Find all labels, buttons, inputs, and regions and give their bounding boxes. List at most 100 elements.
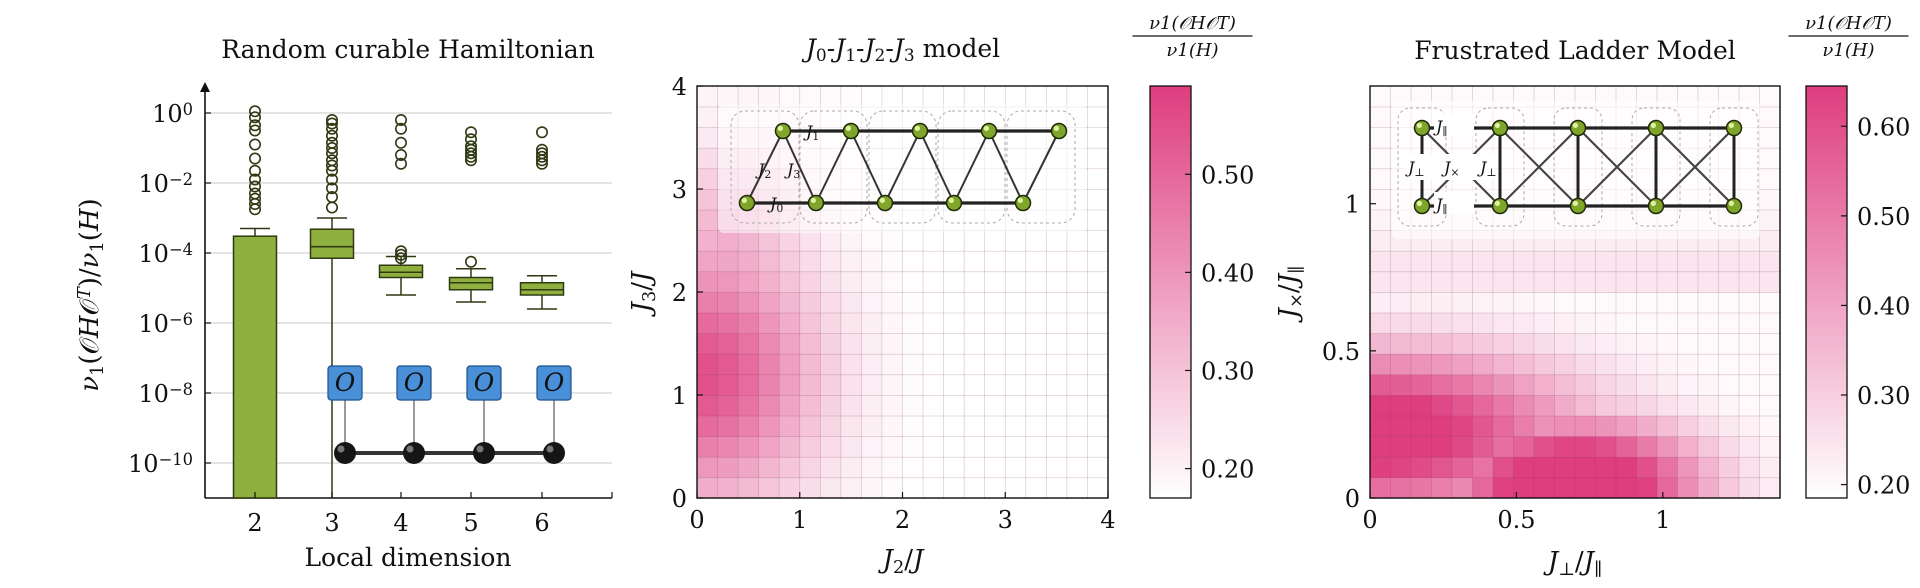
- heatmap-cell: [778, 332, 801, 355]
- heatmap-cell: [1697, 271, 1720, 293]
- inset-ladder: J∥ J⊥ J× J⊥ J∥: [1392, 101, 1760, 239]
- lattice-site: [1569, 119, 1587, 137]
- heatmap-cell: [1656, 312, 1679, 334]
- heatmap-cell: [1492, 435, 1515, 458]
- label-bg: [1434, 114, 1474, 136]
- heatmap-cell: [717, 250, 739, 273]
- heatmap-cell: [1066, 229, 1089, 252]
- heatmap-cell: [943, 415, 965, 437]
- heatmap-cell: [1738, 477, 1761, 499]
- heatmap-cell: [1431, 250, 1453, 273]
- heatmap-cell: [881, 312, 904, 334]
- heatmap-cell: [1066, 312, 1089, 334]
- heatmap-cell: [1533, 415, 1556, 437]
- outlier-point: [535, 150, 548, 163]
- heatmap-cell: [696, 312, 719, 334]
- heatmap-cell: [737, 250, 760, 273]
- heatmap-cell: [1004, 394, 1027, 417]
- heatmap-cell: [1554, 456, 1576, 479]
- heatmap-cell: [1390, 394, 1412, 417]
- lattice-site: [1725, 197, 1743, 215]
- lattice-site: [842, 122, 860, 140]
- heatmap-cell: [819, 435, 842, 458]
- heatmap-cell: [1492, 477, 1515, 499]
- heatmap-cell: [1533, 271, 1556, 293]
- outlier-point: [249, 152, 262, 165]
- heatmap-cell: [963, 291, 986, 314]
- heatmap-cell: [1369, 477, 1392, 499]
- heatmap-cell: [737, 229, 760, 252]
- heatmap-cell: [1025, 394, 1048, 417]
- heatmap-cell: [1595, 477, 1617, 499]
- heatmap-cell: [861, 435, 883, 458]
- heatmap-cell: [696, 85, 719, 108]
- heatmap-cell: [1738, 394, 1761, 417]
- heatmap-cell: [881, 229, 904, 252]
- heatmap-cell: [1636, 477, 1658, 499]
- heatmap-cell: [1045, 477, 1068, 499]
- heatmap-cell: [840, 374, 863, 396]
- heatmap-cell: [963, 353, 986, 376]
- heatmap-cell: [922, 353, 945, 376]
- rung-outline: [1709, 107, 1759, 227]
- heatmap-cell: [1431, 456, 1453, 479]
- heatmap-cell: [1718, 415, 1740, 437]
- heatmap-cell: [943, 291, 965, 314]
- heatmap-cell: [1513, 271, 1535, 293]
- inset-label-j3: J3: [784, 160, 800, 181]
- heatmap-cell: [1472, 477, 1494, 499]
- heatmap-cell: [1615, 415, 1638, 437]
- bond-j3: [850, 130, 886, 204]
- lattice-site: [1050, 122, 1068, 140]
- lattice-site: [1413, 197, 1431, 215]
- heatmap-cell: [1554, 271, 1576, 293]
- heatmap-cell: [881, 271, 904, 293]
- heatmap-cell: [1369, 291, 1392, 314]
- heatmap-cell: [922, 435, 945, 458]
- outlier-point: [325, 129, 338, 142]
- heatmap-cell: [1718, 250, 1740, 273]
- heatmap-cell: [1369, 188, 1392, 211]
- heatmap-cell: [717, 312, 739, 334]
- heatmap-cell: [819, 415, 842, 437]
- heatmap-cell: [1615, 394, 1638, 417]
- heatmap-cell: [696, 126, 719, 149]
- heatmap-cell: [1574, 291, 1597, 314]
- heatmap-cell: [758, 271, 780, 293]
- heatmap-cell: [737, 291, 760, 314]
- heatmap-cell: [861, 85, 883, 108]
- heatmap-cell: [737, 477, 760, 499]
- heatmap-cell: [758, 374, 780, 396]
- x-tick-label: 1: [792, 506, 807, 534]
- heatmap-cell: [819, 312, 842, 334]
- outlier-point: [249, 119, 262, 132]
- outlier-point: [249, 203, 262, 216]
- heatmap-cell: [1045, 353, 1068, 376]
- outlier-point: [394, 245, 407, 258]
- outlier-point: [249, 198, 262, 211]
- heatmap-cell: [1066, 353, 1089, 376]
- diagonal-bond: [1577, 127, 1657, 207]
- heatmap-cell: [1615, 435, 1638, 458]
- heatmap-cell: [696, 291, 719, 314]
- heatmap-cell: [1554, 477, 1576, 499]
- heatmap-cell: [1677, 353, 1699, 376]
- heatmap-cell: [1369, 415, 1392, 437]
- outlier-point: [249, 124, 262, 137]
- heatmap-cell: [881, 291, 904, 314]
- heatmap-cell: [1759, 374, 1781, 396]
- lattice-site: [1491, 197, 1509, 215]
- heatmap-cell: [1636, 374, 1658, 396]
- heatmap-cell: [1369, 250, 1392, 273]
- heatmap-cell: [819, 250, 842, 273]
- heatmap-cell: [799, 477, 822, 499]
- heatmap-cell: [1066, 415, 1089, 437]
- heatmap-cell: [1410, 250, 1433, 273]
- heatmap-cell: [1451, 353, 1474, 376]
- lattice-site-highlight: [1053, 125, 1059, 131]
- heatmap-cell: [799, 271, 822, 293]
- heatmap-cell: [1677, 250, 1699, 273]
- heatmap-cell: [737, 332, 760, 355]
- heatmap-cell: [1513, 250, 1535, 273]
